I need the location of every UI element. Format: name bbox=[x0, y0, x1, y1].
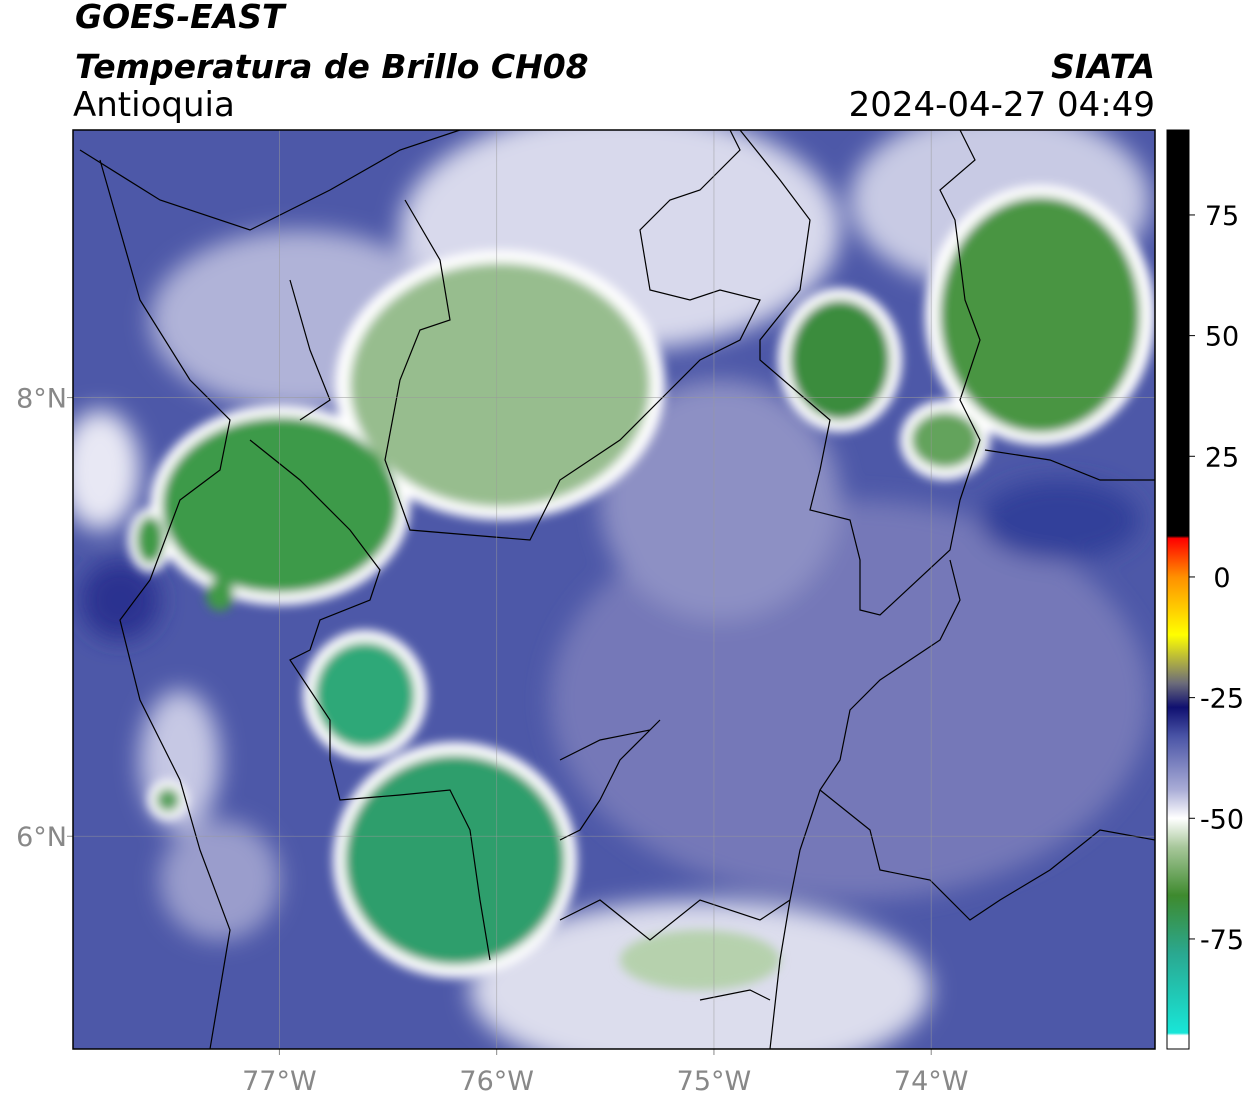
colorbar-tick-label: -50 bbox=[1200, 804, 1244, 835]
colorbar-tick-label: 0 bbox=[1213, 563, 1230, 594]
x-tick-label: 76°W bbox=[459, 1066, 534, 1097]
colorbar-tick-label: -25 bbox=[1200, 684, 1244, 715]
colorbar-tick-label: 50 bbox=[1205, 322, 1239, 353]
source: SIATA bbox=[1051, 47, 1155, 86]
map-frame bbox=[72, 129, 1156, 1050]
borders bbox=[79, 130, 1155, 1049]
title: GOES-EAST bbox=[75, 0, 287, 36]
y-tick-label: 8°N bbox=[16, 384, 67, 415]
datetime: 2024-04-27 04:49 bbox=[849, 85, 1155, 125]
colorbar-ticks: 75 50 25 0 -25 -50 -75 bbox=[1189, 201, 1244, 956]
y-tick-label: 6°N bbox=[16, 822, 67, 853]
subtitle: Temperatura de Brillo CH08 bbox=[75, 47, 589, 86]
colorbar-tick-label: -75 bbox=[1200, 925, 1244, 956]
colorbar-tick-label: 25 bbox=[1205, 442, 1239, 473]
region: Antioquia bbox=[73, 85, 235, 125]
satellite-image bbox=[73, 130, 1155, 1049]
colorbar-tick-label: 75 bbox=[1205, 201, 1239, 232]
x-tick-label: 74°W bbox=[894, 1066, 969, 1097]
x-tick-label: 75°W bbox=[677, 1066, 752, 1097]
colorbar bbox=[1166, 129, 1190, 1050]
graticule bbox=[67, 130, 1155, 1055]
x-tick-label: 77°W bbox=[242, 1066, 317, 1097]
